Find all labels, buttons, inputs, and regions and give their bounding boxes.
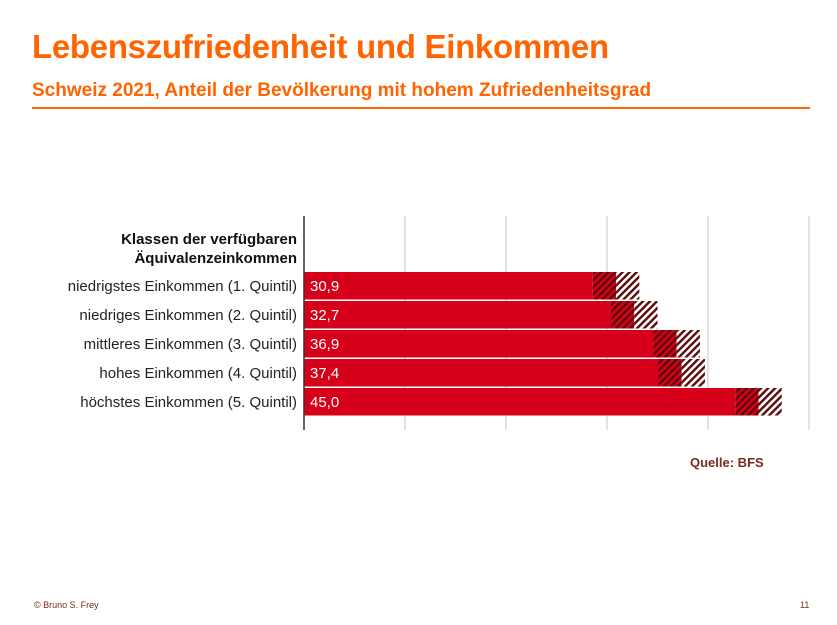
confidence-interval-lower: [592, 272, 617, 300]
bar: [304, 330, 654, 358]
category-header-line-2: Äquivalenzeinkommen: [134, 250, 297, 267]
title-divider: [32, 107, 810, 109]
confidence-interval-upper: [634, 301, 658, 329]
bars: 30,9 32,7 36,9 37,4 45,0: [304, 272, 782, 416]
page-title: Lebenszufriedenheit und Einkommen: [32, 28, 609, 65]
data-label: 45,0: [310, 394, 339, 411]
source-note: Quelle: BFS: [690, 455, 764, 470]
page-subtitle: Schweiz 2021, Anteil der Bevölkerung mit…: [32, 80, 652, 101]
data-label: 36,9: [310, 336, 339, 353]
copyright: © Bruno S. Frey: [34, 600, 99, 610]
category-header-line-1: Klassen der verfügbaren: [121, 231, 297, 248]
data-label: 37,4: [310, 365, 339, 382]
bar: [304, 301, 612, 329]
confidence-interval-lower: [735, 388, 759, 416]
confidence-interval-upper: [681, 359, 705, 387]
category-label: höchstes Einkommen (5. Quintil): [80, 394, 297, 411]
category-labels: niedrigstes Einkommen (1. Quintil) niedri…: [68, 278, 297, 411]
page-number: 11: [800, 600, 810, 610]
category-label: hohes Einkommen (4. Quintil): [99, 365, 297, 382]
bar-chart: Klassen der verfügbaren Äquivalenzeinkom…: [68, 216, 810, 430]
bar: [304, 359, 659, 387]
confidence-interval-upper: [676, 330, 700, 358]
confidence-interval-lower: [611, 301, 635, 329]
category-label: mittleres Einkommen (3. Quintil): [84, 336, 297, 353]
category-label: niedrigstes Einkommen (1. Quintil): [68, 278, 297, 295]
confidence-interval-lower: [653, 330, 677, 358]
category-label: niedriges Einkommen (2. Quintil): [79, 307, 297, 324]
data-label: 32,7: [310, 307, 339, 324]
confidence-interval-lower: [658, 359, 682, 387]
bar: [304, 388, 736, 416]
bar: [304, 272, 593, 300]
confidence-interval-upper: [616, 272, 640, 300]
data-label: 30,9: [310, 278, 339, 295]
confidence-interval-upper: [758, 388, 782, 416]
